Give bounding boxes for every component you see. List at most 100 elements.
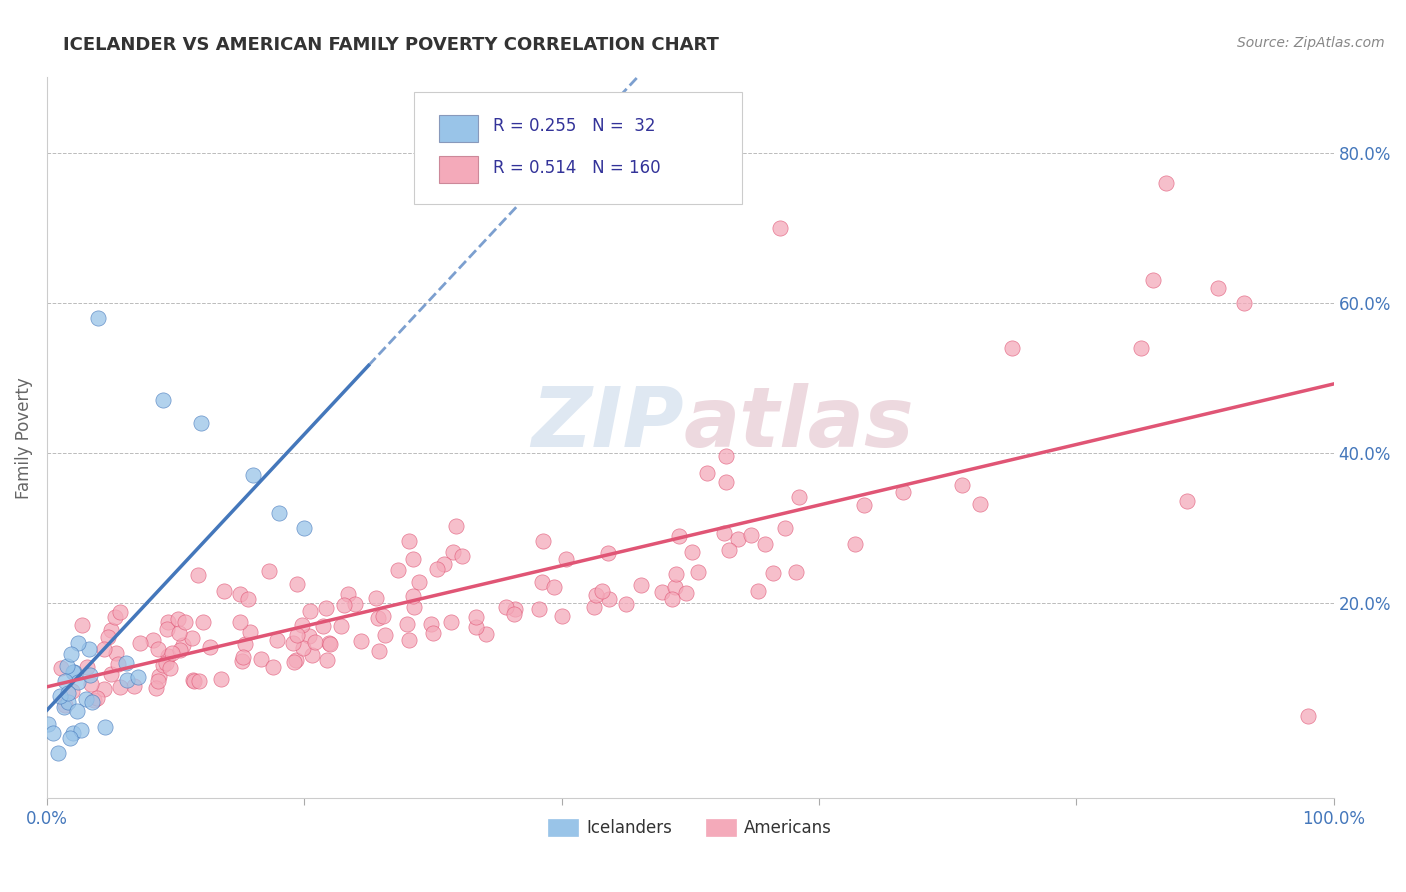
Point — [169, 643, 191, 657]
Point — [366, 591, 388, 605]
Point — [367, 611, 389, 625]
Point — [231, 654, 253, 668]
Point — [769, 220, 792, 235]
Point — [304, 634, 326, 648]
Point — [893, 485, 915, 500]
Point — [65, 704, 87, 718]
Point — [285, 628, 308, 642]
Point — [114, 656, 136, 670]
Point — [212, 584, 235, 599]
Point — [387, 563, 409, 577]
Point — [747, 584, 769, 599]
Point — [688, 565, 710, 579]
Point — [727, 533, 749, 547]
Y-axis label: Family Poverty: Family Poverty — [15, 377, 32, 499]
Point — [283, 655, 305, 669]
Point — [181, 673, 204, 687]
Point — [100, 667, 122, 681]
Point — [475, 627, 498, 641]
Point — [110, 605, 132, 619]
Point — [716, 450, 738, 464]
Point — [343, 597, 366, 611]
Point — [172, 638, 194, 652]
Point — [714, 475, 737, 489]
Point — [83, 693, 105, 707]
Point — [66, 674, 89, 689]
Point — [681, 544, 703, 558]
Point — [49, 689, 72, 703]
Point — [198, 640, 221, 654]
Point — [315, 601, 337, 615]
Point — [530, 574, 553, 589]
Point — [229, 587, 252, 601]
Point — [543, 580, 565, 594]
Bar — [439, 115, 478, 143]
Point — [337, 587, 360, 601]
Point — [70, 723, 93, 738]
Point — [292, 521, 315, 535]
Text: ICELANDER VS AMERICAN FAMILY POVERTY CORRELATION CHART: ICELANDER VS AMERICAN FAMILY POVERTY COR… — [63, 36, 718, 54]
Point — [531, 534, 554, 549]
Point — [56, 695, 79, 709]
Legend: Icelanders, Americans: Icelanders, Americans — [541, 813, 839, 844]
Point — [190, 416, 212, 430]
Point — [718, 543, 741, 558]
Point — [440, 615, 463, 629]
Point — [107, 657, 129, 672]
Point — [285, 577, 308, 591]
Point — [62, 665, 84, 679]
Point — [236, 591, 259, 606]
Point — [104, 610, 127, 624]
Point — [696, 466, 718, 480]
Point — [66, 636, 89, 650]
Point — [257, 564, 280, 578]
Point — [157, 648, 180, 663]
Point — [156, 622, 179, 636]
Point — [53, 673, 76, 688]
Point — [267, 506, 290, 520]
Point — [787, 490, 810, 504]
Point — [41, 725, 63, 739]
Point — [37, 717, 59, 731]
Point — [1129, 341, 1152, 355]
Point — [614, 597, 637, 611]
Point — [398, 632, 420, 647]
Point — [93, 642, 115, 657]
Point — [46, 746, 69, 760]
Bar — [439, 156, 478, 184]
Point — [754, 537, 776, 551]
Point — [969, 497, 991, 511]
Point — [630, 578, 652, 592]
Point — [401, 589, 423, 603]
Point — [62, 665, 84, 679]
Point — [318, 636, 340, 650]
Point — [77, 641, 100, 656]
Point — [292, 640, 315, 655]
Point — [53, 698, 76, 712]
Text: Source: ZipAtlas.com: Source: ZipAtlas.com — [1237, 36, 1385, 50]
Point — [233, 637, 256, 651]
Point — [422, 626, 444, 640]
Point — [174, 615, 197, 629]
Point — [49, 661, 72, 675]
Point — [367, 644, 389, 658]
Point — [598, 546, 620, 560]
Point — [1175, 494, 1198, 508]
Point — [591, 584, 613, 599]
Point — [86, 690, 108, 705]
Point — [374, 628, 396, 642]
Point — [209, 672, 232, 686]
Point — [1296, 708, 1319, 723]
Point — [155, 657, 177, 671]
Point — [844, 536, 866, 550]
Point — [262, 660, 284, 674]
Point — [104, 646, 127, 660]
Point — [242, 468, 264, 483]
Point — [583, 599, 606, 614]
Point — [585, 588, 607, 602]
Point — [80, 695, 103, 709]
Point — [319, 637, 342, 651]
Point — [398, 534, 420, 549]
Point — [148, 674, 170, 689]
Point — [160, 646, 183, 660]
